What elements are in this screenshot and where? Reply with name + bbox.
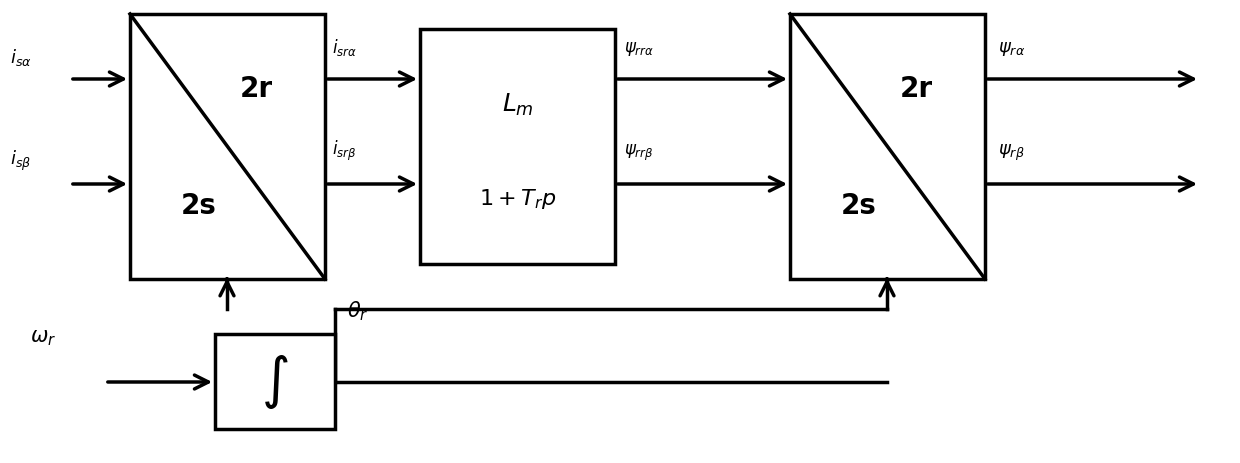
Text: $\psi_{rr\beta}$: $\psi_{rr\beta}$ [624,143,653,163]
Bar [130,15,325,279]
Bar [790,15,985,279]
Text: $\psi_{r\alpha}$: $\psi_{r\alpha}$ [998,40,1025,58]
Text: $\psi_{rr\alpha}$: $\psi_{rr\alpha}$ [624,40,653,58]
Text: 2r: 2r [241,75,273,103]
Text: $i_{sr\beta}$: $i_{sr\beta}$ [332,138,357,163]
Text: $\int$: $\int$ [262,353,289,411]
Text: $\psi_{r\beta}$: $\psi_{r\beta}$ [998,143,1024,163]
Text: $i_{s\beta}$: $i_{s\beta}$ [10,149,31,173]
Text: $1+T_r p$: $1+T_r p$ [479,187,556,211]
Text: $i_{s\alpha}$: $i_{s\alpha}$ [10,47,32,68]
Bar [420,30,615,264]
Text: $\theta_r$: $\theta_r$ [347,299,368,322]
Text: 2s: 2s [180,191,216,219]
Text: $i_{sr\alpha}$: $i_{sr\alpha}$ [332,37,357,58]
Text: 2s: 2s [841,191,877,219]
Text: $L_m$: $L_m$ [502,92,533,118]
Bar [215,334,335,429]
Text: $\omega_r$: $\omega_r$ [30,327,56,347]
Text: 2r: 2r [900,75,934,103]
